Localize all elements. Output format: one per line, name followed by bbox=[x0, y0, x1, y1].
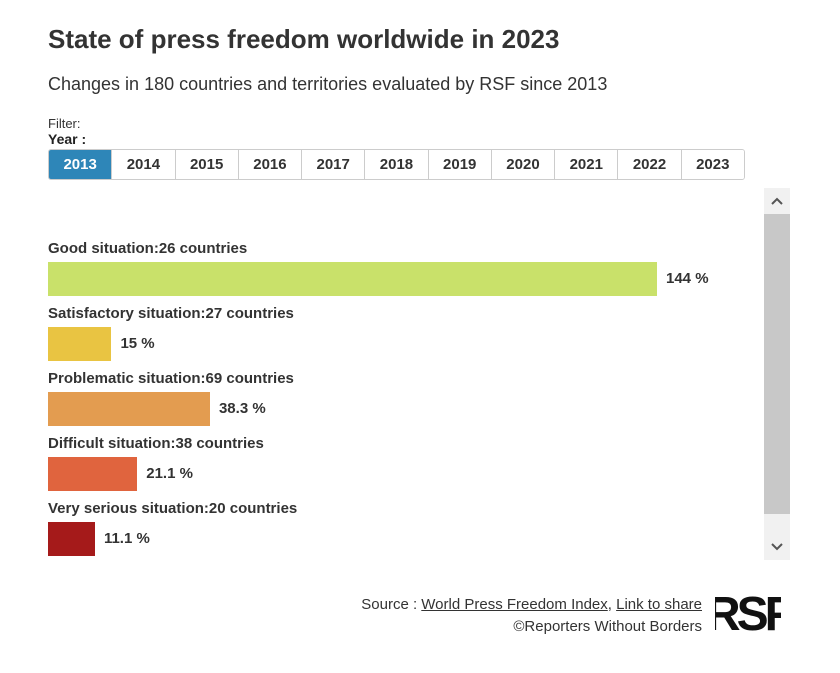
year-tab-2020[interactable]: 2020 bbox=[491, 150, 556, 179]
copyright: ©Reporters Without Borders bbox=[513, 618, 702, 635]
year-tab-2021[interactable]: 2021 bbox=[555, 150, 619, 179]
bar-category-label: Satisfactory situation:27 countries bbox=[48, 305, 294, 322]
bar-row: Difficult situation:38 countries 21.1 % bbox=[48, 435, 748, 493]
bar[interactable] bbox=[48, 457, 138, 491]
bar-category-label: Difficult situation:38 countries bbox=[48, 435, 264, 452]
bar-value-label: 11.1 % bbox=[103, 530, 150, 547]
chart-subtitle: Changes in 180 countries and territories… bbox=[48, 74, 608, 94]
year-tab-2013[interactable]: 2013 bbox=[49, 150, 113, 179]
year-tab-2022[interactable]: 2022 bbox=[618, 150, 682, 179]
bar-category-label: Problematic situation:69 countries bbox=[48, 370, 294, 387]
filter-label: Filter: bbox=[48, 116, 81, 131]
bar-value-label: 21.1 % bbox=[146, 465, 193, 482]
source-separator: , bbox=[607, 596, 617, 613]
rsf-logo: RSF bbox=[715, 588, 781, 634]
scrollbar[interactable] bbox=[764, 188, 790, 560]
year-tab-group: 2013 2014 2015 2016 2017 2018 2019 2020 2021 2022… bbox=[48, 149, 745, 180]
bar-row: Very serious situation:20 countries 11.1 … bbox=[48, 500, 748, 558]
year-label: Year : bbox=[48, 131, 87, 147]
year-tab-2014[interactable]: 2014 bbox=[112, 150, 176, 179]
bar-chart: Good situation:26 countries 144 % Satisfac… bbox=[48, 240, 748, 560]
bar-category-label: Good situation:26 countries bbox=[48, 240, 248, 257]
share-link[interactable]: Link to share bbox=[616, 596, 702, 613]
scroll-thumb[interactable] bbox=[764, 214, 790, 514]
bar-value-label: 38.3 % bbox=[218, 400, 266, 417]
chart-title: State of press freedom worldwide in 2023 bbox=[48, 24, 560, 54]
chevron-up-icon[interactable] bbox=[764, 188, 790, 214]
bar-row: Satisfactory situation:27 countries 15 % bbox=[48, 305, 748, 363]
source-link[interactable]: World Press Freedom Index bbox=[421, 596, 608, 613]
bar-row: Problematic situation:69 countries 38.3 % bbox=[48, 370, 748, 428]
bar[interactable] bbox=[48, 262, 657, 296]
bar-category-label: Very serious situation:20 countries bbox=[48, 500, 298, 517]
svg-text:RSF: RSF bbox=[715, 588, 781, 634]
year-tab-2017[interactable]: 2017 bbox=[302, 150, 366, 179]
source-prefix: Source : bbox=[361, 596, 422, 613]
bar-value-label: 15 % bbox=[120, 335, 155, 352]
year-tab-2015[interactable]: 2015 bbox=[175, 150, 239, 179]
year-tab-2016[interactable]: 2016 bbox=[238, 150, 303, 179]
chevron-down-icon[interactable] bbox=[764, 534, 790, 560]
year-tab-2023[interactable]: 2023 bbox=[681, 150, 744, 179]
year-tab-2018[interactable]: 2018 bbox=[365, 150, 429, 179]
bar[interactable] bbox=[48, 327, 112, 361]
bar-row: Good situation:26 countries 144 % bbox=[48, 240, 748, 298]
source-credit: Source : World Press Freedom Index, Link… bbox=[361, 594, 702, 638]
bar[interactable] bbox=[48, 392, 210, 426]
bar[interactable] bbox=[48, 522, 95, 556]
bar-value-label: 144 % bbox=[666, 270, 709, 287]
year-tab-2019[interactable]: 2019 bbox=[428, 150, 492, 179]
